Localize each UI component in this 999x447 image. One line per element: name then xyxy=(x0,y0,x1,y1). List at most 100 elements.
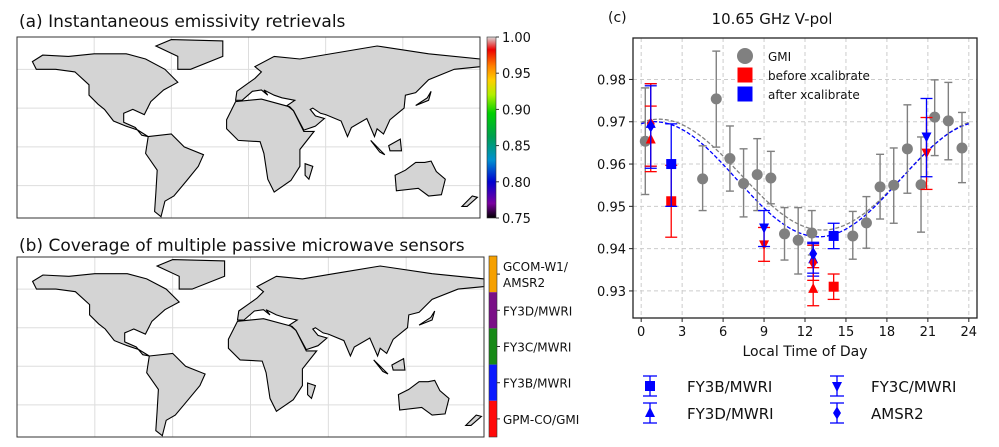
diurnal-emissivity-chart: 0 3 6 9 12 15 18 21 24 0.93 0.94 0.95 0.96 0.97 0.98 GM… xyxy=(597,37,978,340)
x-tick-label: 6 xyxy=(719,325,727,340)
x-tick-label: 0 xyxy=(637,325,645,340)
gmi-marker xyxy=(901,143,913,155)
y-tick-label: 0.93 xyxy=(597,285,626,300)
gmi-marker xyxy=(792,234,804,246)
coastline xyxy=(370,140,386,156)
legend-marker xyxy=(737,67,753,83)
gmi-marker xyxy=(956,142,968,154)
land-jp xyxy=(415,91,432,106)
gmi-marker xyxy=(942,115,954,127)
coastline xyxy=(154,39,224,70)
coastline xyxy=(464,414,483,426)
legend-label: GMI xyxy=(768,50,791,64)
legend-label: FY3C/MWRI xyxy=(871,378,956,396)
coastline xyxy=(307,382,317,400)
land-au xyxy=(395,161,446,196)
colorbar-segment xyxy=(489,328,497,365)
colorbar-tick-label: 1.00 xyxy=(502,31,531,46)
y-tick-label: 0.97 xyxy=(597,116,626,131)
gmi-point xyxy=(942,81,954,161)
coastline xyxy=(155,259,226,290)
sensor-point-after xyxy=(665,123,678,207)
coastline xyxy=(415,91,432,107)
sensor-marker xyxy=(921,132,932,143)
coastline xyxy=(460,195,479,207)
colorbar-segment xyxy=(489,400,497,437)
land-af xyxy=(226,99,315,193)
sensor-legend: FY3B/MWRI FY3C/MWRI FY3D/MWRI AMSR2 xyxy=(643,375,956,424)
land-gl xyxy=(155,39,223,70)
chart-title: 10.65 GHz V-pol xyxy=(712,10,833,28)
sensor-point-before xyxy=(827,273,840,301)
colorbar-category-label: FY3B/MWRI xyxy=(503,377,571,391)
legend-label: after xcalibrate xyxy=(768,88,860,102)
colorbar-category-label: FY3D/MWRI xyxy=(503,304,572,318)
panel-a-title: (a) Instantaneous emissivity retrievals xyxy=(19,12,346,32)
land-sa xyxy=(145,134,204,217)
coastline xyxy=(226,98,316,193)
gmi-marker xyxy=(888,179,900,191)
legend-item: FY3B/MWRI xyxy=(643,375,772,397)
sensor-marker xyxy=(828,230,839,241)
land-bo xyxy=(388,139,402,151)
coastline xyxy=(31,53,179,138)
legend-label: AMSR2 xyxy=(871,405,924,423)
colorbar-tick-label: 0.80 xyxy=(502,176,531,191)
x-axis-label: Local Time of Day xyxy=(742,344,867,360)
land-mg xyxy=(307,383,316,399)
sensor-marker xyxy=(809,247,818,261)
coastline xyxy=(145,133,205,218)
gmi-point xyxy=(779,206,791,261)
gmi-point xyxy=(956,111,968,184)
gmi-point xyxy=(874,153,886,220)
land-af xyxy=(228,318,317,412)
gmi-point xyxy=(765,150,777,205)
legend-marker xyxy=(645,381,655,391)
sensor-marker xyxy=(759,223,770,234)
emissivity-colorbar-ticks: 1.00 0.95 0.90 0.85 0.80 0.75 xyxy=(496,31,531,227)
gmi-marker xyxy=(639,135,651,147)
colorbar-frame xyxy=(488,255,498,438)
land-sa xyxy=(146,353,206,436)
gmi-marker xyxy=(710,93,722,105)
gmi-point xyxy=(901,104,913,194)
x-tick-label: 12 xyxy=(797,325,814,340)
fit-curve xyxy=(641,121,970,238)
gmi-marker xyxy=(697,173,709,185)
legend-marker xyxy=(645,407,655,417)
land-mg xyxy=(305,163,313,180)
legend-marker xyxy=(832,382,842,392)
coastline xyxy=(234,45,481,139)
legend-label: FY3B/MWRI xyxy=(687,378,772,396)
gmi-marker xyxy=(779,228,791,240)
coastline xyxy=(227,318,318,413)
land-jp xyxy=(419,311,435,326)
gmi-marker xyxy=(806,227,818,239)
gmi-marker xyxy=(847,230,859,242)
colorbar-category-label: FY3C/MWRI xyxy=(503,341,571,355)
coastline xyxy=(373,359,389,375)
land-na xyxy=(32,53,178,137)
coastline xyxy=(397,379,450,416)
gmi-marker xyxy=(724,153,736,165)
colorbar-category-label: GPM-CO/GMI xyxy=(503,413,579,427)
colorbar-tick-label: 0.90 xyxy=(502,103,531,118)
gmi-point xyxy=(697,145,709,212)
sensor-coverage-map xyxy=(16,256,485,438)
colorbar-tick-label: 0.75 xyxy=(502,212,531,227)
gmi-point xyxy=(847,210,859,260)
legend-marker xyxy=(737,48,753,64)
sensor-colorbar: GCOM-W1/AMSR2 FY3D/MWRI FY3C/MWRI FY3B/MWRI… xyxy=(488,255,579,438)
gmi-point xyxy=(915,136,927,233)
land-bo xyxy=(391,358,405,371)
legend-item: AMSR2 xyxy=(830,402,924,424)
gmi-marker xyxy=(765,172,777,184)
x-tick-label: 24 xyxy=(961,325,978,340)
gmi-point xyxy=(724,125,736,192)
colorbar-category-label: GCOM-W1/ xyxy=(503,260,569,274)
sensor-point-after xyxy=(758,209,771,248)
legend-marker xyxy=(833,406,841,420)
sensor-marker xyxy=(828,281,839,292)
map-frame xyxy=(16,36,481,219)
